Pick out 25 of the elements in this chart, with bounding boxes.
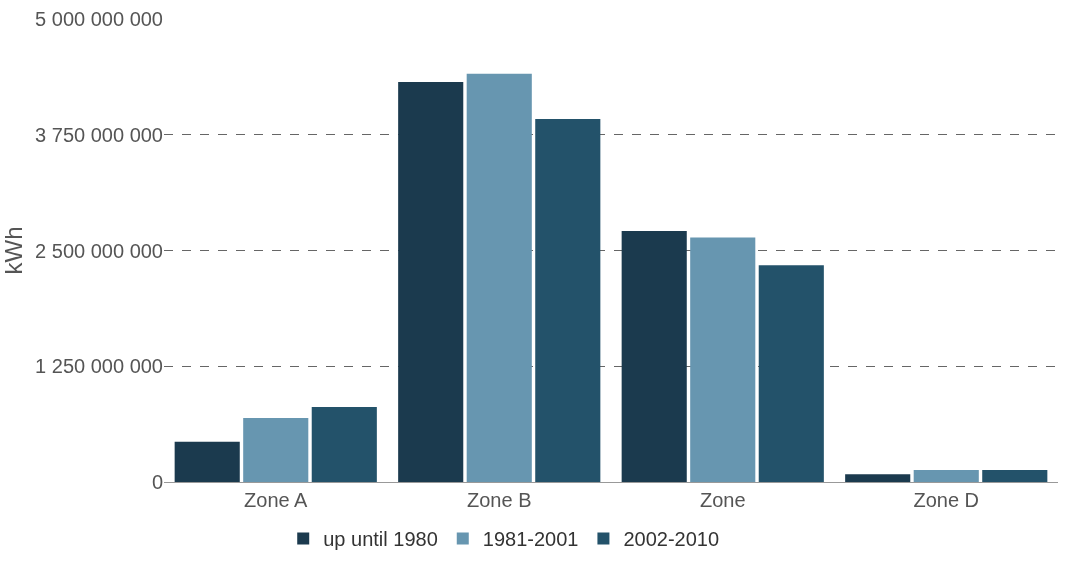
bar <box>758 265 824 482</box>
bar <box>621 231 687 482</box>
y-tick-label: 1 250 000 000 <box>35 355 163 378</box>
bar <box>845 474 911 482</box>
y-tick-label: 3 750 000 000 <box>35 123 163 146</box>
legend-label: 2002-2010 <box>623 528 720 551</box>
bar <box>466 73 532 482</box>
bar <box>243 418 309 482</box>
bar <box>982 469 1048 482</box>
bar <box>398 81 464 482</box>
x-tick-label: Zone A <box>244 489 309 511</box>
x-tick-label: Zone D <box>913 489 980 511</box>
y-tick-label: 5 000 000 000 <box>35 8 163 30</box>
bar <box>690 237 756 482</box>
legend-label: up until 1980 <box>323 528 438 551</box>
bar <box>311 406 377 482</box>
bar <box>913 469 979 482</box>
bar <box>535 119 601 482</box>
y-axis-title: kWh <box>0 226 27 275</box>
y-tick-label: 2 500 000 000 <box>35 239 163 262</box>
x-tick-label: Zone <box>699 489 746 511</box>
x-tick-label: Zone B <box>467 489 532 511</box>
legend-label: 1981-2001 <box>482 528 579 551</box>
y-tick-label: 0 <box>151 471 163 493</box>
bar <box>174 441 240 482</box>
